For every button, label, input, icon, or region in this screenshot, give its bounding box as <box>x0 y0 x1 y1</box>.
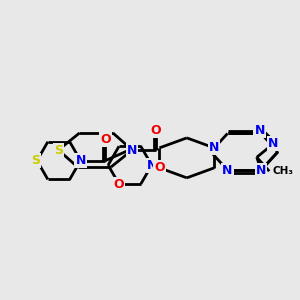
Text: N: N <box>256 164 266 177</box>
Text: N: N <box>222 164 233 177</box>
Text: N: N <box>75 154 86 167</box>
Text: N: N <box>256 164 266 177</box>
Text: O: O <box>154 161 165 174</box>
Text: N: N <box>222 164 233 177</box>
Text: N: N <box>209 141 219 154</box>
Text: N: N <box>127 143 137 157</box>
Text: S: S <box>54 143 63 157</box>
Text: O: O <box>151 124 161 137</box>
Text: N: N <box>254 124 265 137</box>
Text: O: O <box>100 133 111 146</box>
Text: N: N <box>268 137 278 150</box>
Text: N: N <box>147 159 158 172</box>
Text: S: S <box>31 154 40 167</box>
Text: CH₃: CH₃ <box>273 166 294 176</box>
Text: O: O <box>113 178 124 190</box>
